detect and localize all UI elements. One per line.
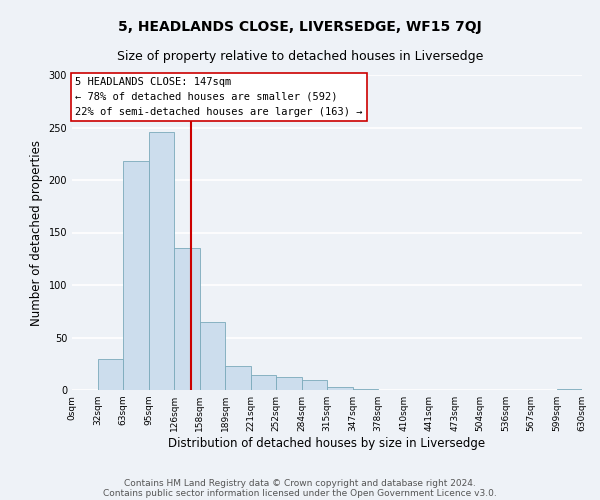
Bar	[251, 376, 276, 390]
Bar	[123, 161, 149, 390]
Text: Contains HM Land Registry data © Crown copyright and database right 2024.: Contains HM Land Registry data © Crown c…	[124, 478, 476, 488]
Bar	[327, 387, 353, 390]
Bar	[149, 132, 174, 390]
Bar	[557, 389, 582, 390]
Text: Contains public sector information licensed under the Open Government Licence v3: Contains public sector information licen…	[103, 488, 497, 498]
Bar	[353, 389, 378, 390]
Text: 5 HEADLANDS CLOSE: 147sqm
← 78% of detached houses are smaller (592)
22% of semi: 5 HEADLANDS CLOSE: 147sqm ← 78% of detac…	[75, 77, 363, 116]
Text: 5, HEADLANDS CLOSE, LIVERSEDGE, WF15 7QJ: 5, HEADLANDS CLOSE, LIVERSEDGE, WF15 7QJ	[118, 20, 482, 34]
Text: Size of property relative to detached houses in Liversedge: Size of property relative to detached ho…	[117, 50, 483, 63]
Bar	[174, 248, 200, 390]
Bar	[98, 358, 123, 390]
Bar	[276, 378, 302, 390]
Y-axis label: Number of detached properties: Number of detached properties	[30, 140, 43, 326]
X-axis label: Distribution of detached houses by size in Liversedge: Distribution of detached houses by size …	[169, 437, 485, 450]
Bar	[200, 322, 225, 390]
Bar	[302, 380, 327, 390]
Bar	[225, 366, 251, 390]
